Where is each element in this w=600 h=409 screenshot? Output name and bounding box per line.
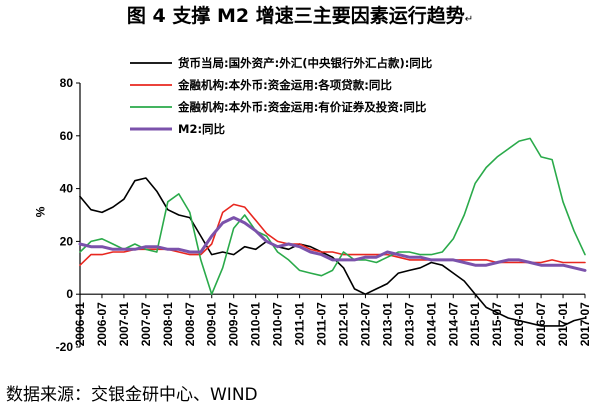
series-line-2 [79, 137, 586, 296]
series-line-1 [79, 203, 586, 267]
x-tick-label: 2013-07 [402, 302, 416, 346]
legend-label-3: M2:同比 [178, 122, 226, 136]
x-tick-label: 2006-01 [73, 302, 87, 346]
plot-series [78, 137, 587, 327]
x-tick-label: 2008-01 [161, 302, 175, 346]
y-tick-label: 20 [60, 234, 74, 248]
x-tick-label: 2006-07 [95, 302, 109, 346]
series-line-3 [78, 216, 587, 272]
x-tick-label: 2017-01 [556, 302, 570, 346]
x-tick-label: 2017-07 [578, 302, 592, 346]
x-tick-label: 2009-01 [205, 302, 219, 346]
series-line-0 [79, 177, 586, 327]
y-tick-label: 40 [60, 182, 74, 196]
legend-label-2: 金融机构:本外币:资金运用:有价证券及投资:同比 [177, 100, 427, 114]
x-tick-label: 2016-07 [534, 302, 548, 346]
x-tick-label: 2015-01 [468, 302, 482, 346]
x-tick-label: 2012-07 [358, 302, 372, 346]
x-tick-label: 2016-01 [512, 302, 526, 346]
x-tick-label: 2008-07 [183, 302, 197, 346]
x-tick-label: 2011-01 [293, 302, 307, 346]
y-tick-label: 60 [60, 129, 74, 143]
legend: 货币当局:国外资产:外汇(中央银行外汇占款):同比金融机构:本外币:资金运用:各… [130, 56, 433, 136]
axes: -20 0 20 40 60 80 2006-01 2006-07 2007-01 2007-07… [56, 76, 592, 354]
x-tick-label: 2007-07 [139, 302, 153, 346]
source-note: 数据来源：交银金研中心、WIND [6, 385, 258, 405]
x-tick-label: 2011-07 [315, 302, 329, 346]
chart-title: 图 4 支撑 M2 增速三主要因素运行趋势↵ [127, 4, 473, 27]
x-tick-label: 2012-01 [336, 302, 350, 346]
x-tick-label: 2009-07 [227, 302, 241, 346]
x-tick-label: 2015-07 [490, 302, 504, 346]
chart-title-text: 图 4 支撑 M2 增速三主要因素运行趋势 [127, 4, 465, 27]
x-tick-label: 2014-01 [424, 302, 438, 346]
legend-label-1: 金融机构:本外币:资金运用:各项贷款:同比 [177, 78, 392, 92]
y-tick-label: 80 [60, 76, 74, 90]
y-tick-label: 0 [66, 287, 73, 301]
legend-label-0: 货币当局:国外资产:外汇(中央银行外汇占款):同比 [177, 56, 433, 70]
x-tick-label: 2014-07 [446, 302, 460, 346]
x-tick-label: 2010-07 [271, 302, 285, 346]
y-axis-label: % [33, 207, 47, 218]
x-tick-label: 2013-01 [380, 302, 394, 346]
x-tick-label: 2010-01 [249, 302, 263, 346]
chart-title-mark: ↵ [465, 14, 473, 25]
x-tick-label: 2007-01 [117, 302, 131, 346]
y-tick-label: -20 [56, 340, 74, 354]
